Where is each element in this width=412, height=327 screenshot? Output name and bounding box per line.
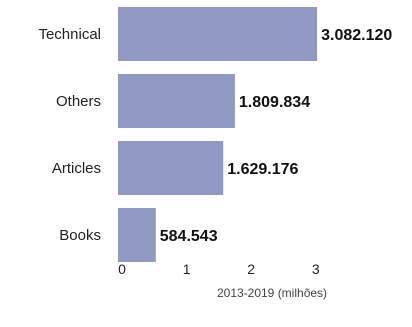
x-tick-3: 3 xyxy=(312,261,320,277)
bars-group xyxy=(118,7,318,262)
category-label-others: Others xyxy=(56,93,101,110)
x-tick-1: 1 xyxy=(183,261,191,277)
x-axis-title: 2013-2019 (milhões) xyxy=(217,286,327,300)
category-label-books: Books xyxy=(59,227,101,244)
bar-books xyxy=(118,208,156,262)
value-label-articles: 1.629.176 xyxy=(227,161,298,178)
value-label-others: 1.809.834 xyxy=(239,94,310,111)
bar-technical xyxy=(118,7,318,61)
x-tick-0: 0 xyxy=(118,261,126,277)
x-tick-2: 2 xyxy=(247,261,255,277)
value-label-technical: 3.082.120 xyxy=(321,27,392,44)
bar-others xyxy=(118,74,235,128)
value-label-books: 584.543 xyxy=(160,228,218,245)
category-label-technical: Technical xyxy=(38,26,101,43)
category-labels: Technical Others Articles Books xyxy=(38,26,101,244)
bar-articles xyxy=(118,141,224,195)
category-label-articles: Articles xyxy=(52,160,101,177)
value-labels: 3.082.120 1.809.834 1.629.176 584.543 xyxy=(160,27,393,245)
x-tick-labels: 0 1 2 3 xyxy=(118,261,320,277)
